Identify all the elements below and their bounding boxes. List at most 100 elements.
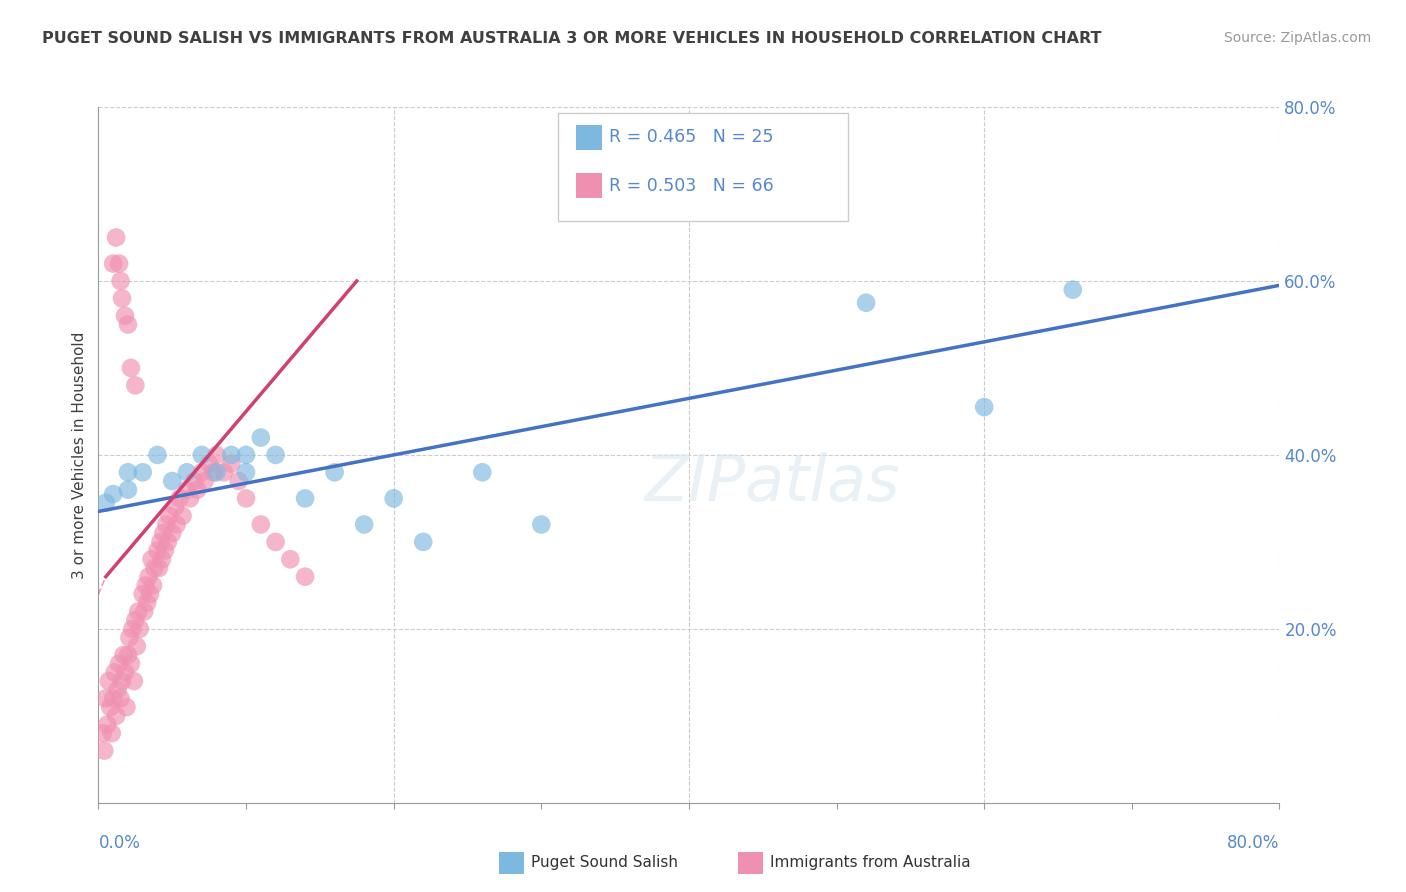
Point: [205, 466, 228, 480]
Point: [166, 517, 188, 532]
Point: [110, 691, 132, 706]
Point: [108, 256, 131, 270]
Point: [115, 700, 138, 714]
Text: Puget Sound Salish: Puget Sound Salish: [531, 855, 679, 870]
Point: [205, 448, 228, 462]
Point: [93, 744, 115, 758]
Point: [150, 552, 173, 566]
Point: [162, 526, 183, 541]
Point: [250, 517, 273, 532]
Point: [155, 517, 177, 532]
Point: [179, 491, 201, 506]
Text: 0.0%: 0.0%: [98, 834, 141, 852]
Point: [128, 622, 150, 636]
Point: [219, 457, 242, 471]
Point: [294, 570, 316, 584]
Point: [323, 466, 346, 480]
Point: [118, 631, 141, 645]
Point: [117, 648, 139, 662]
Point: [235, 448, 257, 462]
Point: [212, 466, 235, 480]
Point: [1062, 283, 1084, 297]
Point: [530, 517, 553, 532]
Text: Immigrants from Australia: Immigrants from Australia: [770, 855, 972, 870]
Y-axis label: 3 or more Vehicles in Household: 3 or more Vehicles in Household: [72, 331, 87, 579]
Point: [382, 491, 405, 506]
Text: R = 0.465   N = 25: R = 0.465 N = 25: [609, 128, 773, 146]
Point: [142, 578, 165, 592]
Point: [156, 534, 179, 549]
Point: [172, 508, 194, 523]
Point: [121, 622, 143, 636]
Point: [162, 474, 183, 488]
Point: [136, 596, 159, 610]
Point: [122, 674, 145, 689]
Point: [149, 534, 172, 549]
Point: [183, 474, 205, 488]
Point: [235, 466, 257, 480]
Point: [973, 400, 995, 414]
Point: [228, 474, 250, 488]
Point: [114, 309, 136, 323]
Point: [176, 466, 198, 480]
Point: [191, 466, 214, 480]
Point: [138, 570, 160, 584]
Point: [219, 448, 242, 462]
Point: [202, 466, 225, 480]
Point: [235, 491, 257, 506]
Point: [153, 543, 176, 558]
Point: [105, 230, 128, 244]
Point: [165, 500, 187, 514]
Point: [125, 639, 148, 653]
Point: [134, 605, 156, 619]
Point: [112, 648, 135, 662]
Point: [120, 657, 142, 671]
Point: [94, 691, 117, 706]
Point: [141, 552, 163, 566]
Point: [146, 448, 169, 462]
Point: [855, 295, 877, 310]
Point: [98, 700, 121, 714]
Point: [264, 534, 287, 549]
Point: [169, 491, 191, 506]
Point: [124, 613, 146, 627]
Point: [91, 726, 114, 740]
Point: [94, 496, 117, 510]
Point: [264, 448, 287, 462]
Point: [117, 483, 139, 497]
Point: [111, 291, 134, 305]
Point: [353, 517, 375, 532]
Point: [124, 378, 146, 392]
Point: [143, 561, 166, 575]
Point: [117, 318, 139, 332]
Point: [111, 674, 134, 689]
Point: [114, 665, 136, 680]
Text: ZIPatlas: ZIPatlas: [644, 451, 900, 514]
Point: [198, 457, 221, 471]
Text: 80.0%: 80.0%: [1227, 834, 1279, 852]
Point: [100, 726, 122, 740]
Point: [471, 466, 494, 480]
Point: [294, 491, 316, 506]
Point: [132, 466, 155, 480]
Point: [139, 587, 162, 601]
Point: [117, 466, 139, 480]
Point: [191, 448, 214, 462]
Point: [127, 605, 149, 619]
Point: [104, 665, 127, 680]
Point: [103, 256, 125, 270]
Text: R = 0.503   N = 66: R = 0.503 N = 66: [609, 177, 773, 194]
Point: [176, 483, 198, 497]
Text: PUGET SOUND SALISH VS IMMIGRANTS FROM AUSTRALIA 3 OR MORE VEHICLES IN HOUSEHOLD : PUGET SOUND SALISH VS IMMIGRANTS FROM AU…: [42, 31, 1102, 46]
Point: [96, 717, 118, 731]
Point: [250, 431, 273, 445]
Point: [148, 561, 170, 575]
Point: [120, 360, 142, 375]
Point: [194, 474, 217, 488]
Point: [132, 587, 155, 601]
Text: Source: ZipAtlas.com: Source: ZipAtlas.com: [1223, 31, 1371, 45]
Point: [152, 526, 174, 541]
Point: [278, 552, 302, 566]
Point: [108, 657, 131, 671]
Point: [97, 674, 120, 689]
